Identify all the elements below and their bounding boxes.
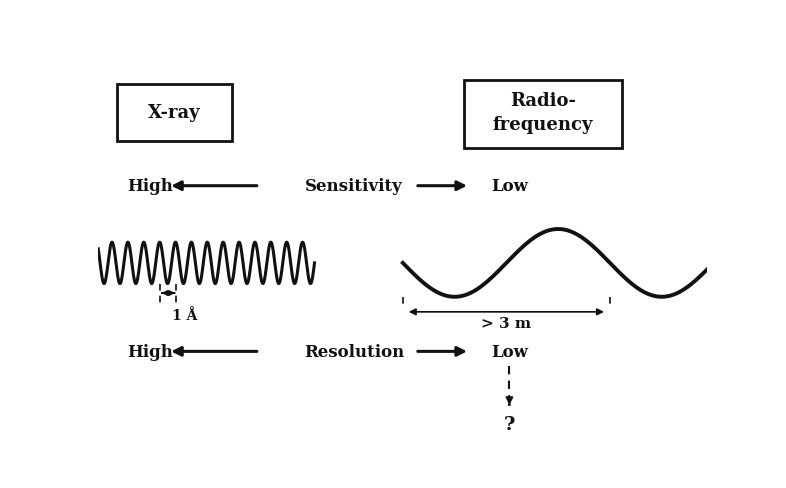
Text: Low: Low <box>491 343 528 360</box>
Text: Radio-
frequency: Radio- frequency <box>493 92 593 134</box>
Bar <box>116 85 233 141</box>
Bar <box>464 81 623 149</box>
Text: X-ray: X-ray <box>148 104 200 122</box>
Text: > 3 m: > 3 m <box>481 316 531 330</box>
Text: High: High <box>127 343 173 360</box>
Text: Low: Low <box>491 178 528 195</box>
Text: ?: ? <box>504 416 515 433</box>
Text: Resolution: Resolution <box>304 343 404 360</box>
Text: Sensitivity: Sensitivity <box>305 178 403 195</box>
Text: 1 Å: 1 Å <box>172 308 197 323</box>
Text: High: High <box>127 178 173 195</box>
